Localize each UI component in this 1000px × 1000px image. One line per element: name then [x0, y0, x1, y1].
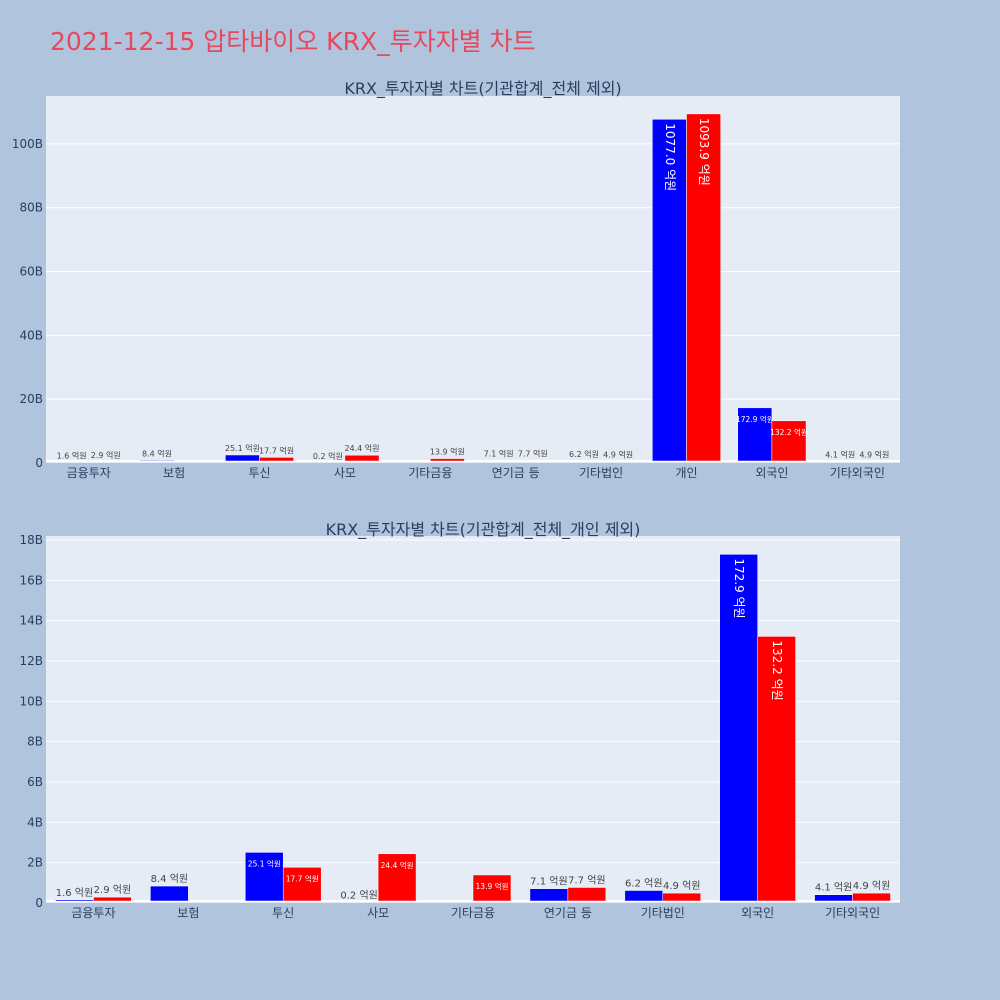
data-label: 8.4 억원: [142, 448, 172, 458]
y-tick-label: 10B: [19, 694, 43, 708]
x-tick-label: 개인: [675, 466, 697, 480]
bar-blue: [624, 890, 664, 902]
data-label: 1.6 억원: [56, 887, 93, 899]
data-label: 4.9 억원: [853, 880, 890, 892]
bar-red: [93, 896, 132, 902]
y-tick-label: 8B: [27, 735, 43, 749]
x-tick-label: 사모: [334, 466, 356, 480]
data-label: 17.7 억원: [286, 874, 319, 883]
bar-red: [771, 420, 807, 462]
y-tick-label: 100B: [12, 137, 43, 151]
data-label: 8.4 억원: [151, 873, 188, 885]
chart-bottom: KRX_투자자별 차트(기관합계_전체_개인 제외) 0 2B 4B 6B 8B 10B 12…: [19, 520, 900, 920]
data-label: 132.2 억원: [770, 640, 784, 700]
x-tick-label: 기타금융: [408, 466, 452, 480]
data-label: 4.1 억원: [825, 450, 855, 460]
x-tick-label: 연기금 등: [492, 466, 540, 480]
data-label: 24.4 억원: [344, 443, 379, 453]
data-label: 4.9 억원: [603, 449, 633, 459]
bar-blue: [55, 899, 94, 902]
bar-red: [259, 457, 294, 462]
y-tick-label: 6B: [27, 775, 43, 789]
data-label: 7.7 억원: [568, 874, 605, 886]
bar-red: [344, 454, 380, 462]
data-label: 4.9 억원: [663, 880, 700, 892]
bar-red: [852, 892, 891, 902]
y-tick-label: 0: [35, 896, 43, 910]
bar-blue: [150, 885, 189, 902]
x-tick-label: 보험: [177, 906, 199, 920]
data-label: 17.7 억원: [259, 445, 294, 455]
y-tick-label: 4B: [27, 815, 43, 829]
y-tick-label: 2B: [27, 856, 43, 870]
data-label: 7.1 억원: [484, 449, 514, 459]
bar-red: [686, 113, 721, 462]
x-tick-label: 투신: [272, 906, 294, 920]
page-title: 2021-12-15 압타바이오 KRX_투자자별 차트: [50, 27, 536, 56]
data-label: 0.2 억원: [313, 451, 343, 461]
bar-red: [757, 636, 796, 902]
y-tick-label: 20B: [19, 392, 43, 406]
data-label: 24.4 억원: [381, 861, 414, 870]
data-label: 6.2 억원: [625, 877, 662, 889]
data-label: 13.9 억원: [430, 447, 465, 457]
y-tick-label: 14B: [19, 614, 43, 628]
y-tick-label: 0: [35, 456, 43, 470]
bar-blue: [814, 894, 853, 902]
y-tick-label: 12B: [19, 654, 43, 668]
data-label: 172.9 억원: [736, 415, 774, 424]
data-label: 4.1 억원: [815, 882, 852, 894]
bar-red: [377, 853, 417, 902]
data-label: 7.7 억원: [518, 449, 548, 459]
data-label: 132.2 억원: [770, 428, 808, 437]
y-tick-label: 80B: [19, 201, 43, 215]
x-tick-label: 연기금 등: [544, 906, 592, 920]
x-tick-label: 기타금융: [451, 906, 495, 920]
chart-title: KRX_투자자별 차트(기관합계_전체 제외): [344, 79, 621, 99]
y-tick-label: 60B: [19, 265, 43, 279]
data-label: 25.1 억원: [225, 443, 260, 453]
x-tick-label: 금융투자: [67, 466, 111, 480]
x-tick-label: 금융투자: [71, 906, 115, 920]
data-label: 1.6 억원: [57, 450, 87, 460]
x-tick-label: 외국인: [755, 466, 788, 480]
bar-blue: [737, 407, 773, 462]
bar-blue: [719, 554, 758, 902]
x-tick-label: 기타외국인: [825, 906, 880, 920]
bar-red: [472, 874, 512, 902]
bar-red: [282, 867, 322, 902]
data-label: 13.9 억원: [476, 882, 509, 891]
data-label: 2.9 억원: [94, 884, 131, 896]
chart-title: KRX_투자자별 차트(기관합계_전체_개인 제외): [326, 520, 641, 540]
y-tick-label: 18B: [19, 533, 43, 547]
x-tick-label: 외국인: [741, 906, 774, 920]
bar-blue: [139, 460, 175, 462]
y-tick-label: 40B: [19, 328, 43, 342]
bar-red: [567, 887, 607, 902]
bar-blue: [529, 888, 569, 902]
data-label: 25.1 억원: [248, 859, 281, 868]
data-label: 1077.0 억원: [663, 123, 677, 191]
y-tick-label: 16B: [19, 573, 43, 587]
x-tick-label: 기타법인: [641, 906, 685, 920]
data-label: 6.2 억원: [569, 449, 599, 459]
x-tick-label: 투신: [248, 466, 270, 480]
x-tick-label: 사모: [367, 906, 389, 920]
x-tick-label: 기타외국인: [830, 466, 885, 480]
data-label: 7.1 억원: [530, 876, 567, 888]
plot-area: [46, 96, 900, 463]
data-label: 2.9 억원: [91, 450, 121, 460]
bar-red: [662, 892, 701, 902]
data-label: 172.9 억원: [732, 558, 746, 618]
chart-top: KRX_투자자별 차트(기관합계_전체 제외) 0 20B 40B 60B 80B 100B…: [12, 79, 900, 480]
data-label: 0.2 억원: [340, 890, 377, 902]
data-label: 1093.9 억원: [697, 118, 711, 186]
bar-red: [430, 458, 465, 462]
bar-blue: [652, 119, 687, 462]
data-label: 4.9 억원: [859, 449, 889, 459]
x-tick-label: 기타법인: [579, 466, 623, 480]
bar-blue: [225, 454, 260, 462]
x-tick-label: 보험: [163, 466, 185, 480]
